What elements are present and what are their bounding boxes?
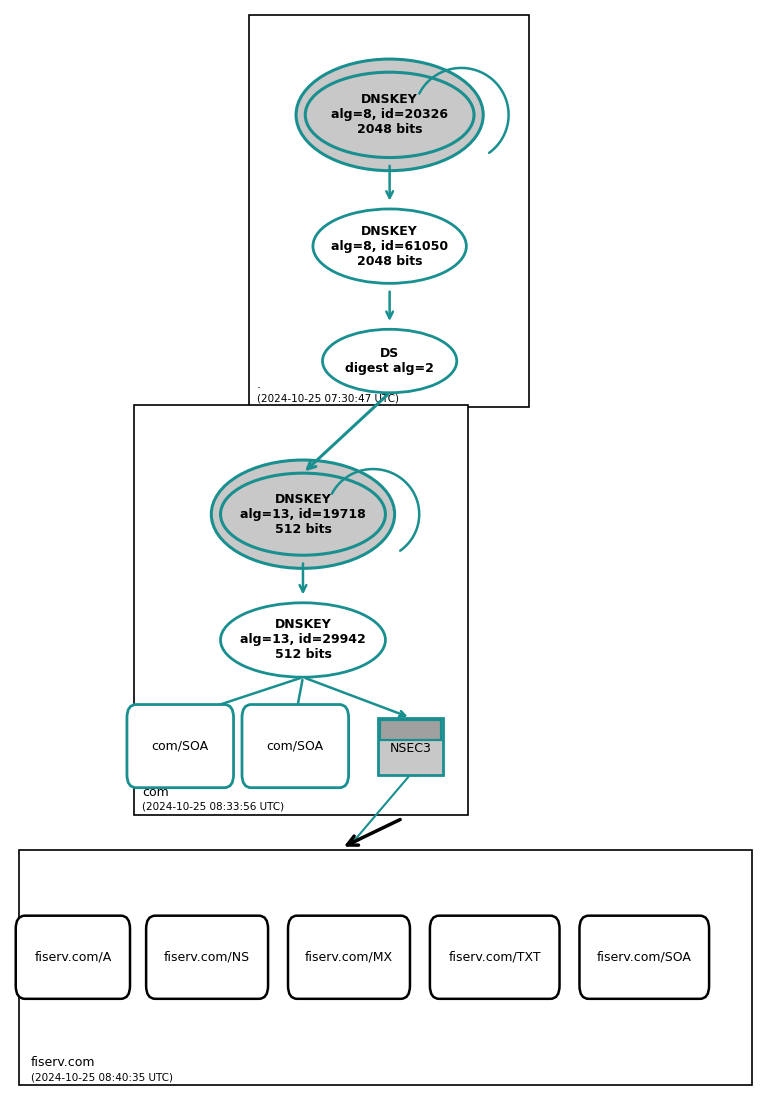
FancyBboxPatch shape: [430, 916, 560, 999]
Text: com: com: [142, 785, 169, 799]
FancyBboxPatch shape: [242, 705, 348, 788]
FancyBboxPatch shape: [19, 850, 752, 1085]
Text: fiserv.com/NS: fiserv.com/NS: [164, 951, 250, 964]
Text: DNSKEY
alg=13, id=19718
512 bits: DNSKEY alg=13, id=19718 512 bits: [240, 492, 366, 536]
FancyBboxPatch shape: [127, 705, 233, 788]
FancyBboxPatch shape: [378, 718, 443, 775]
Text: (2024-10-25 07:30:47 UTC): (2024-10-25 07:30:47 UTC): [257, 394, 399, 404]
Text: com/SOA: com/SOA: [267, 740, 324, 753]
FancyBboxPatch shape: [249, 15, 529, 407]
Text: (2024-10-25 08:40:35 UTC): (2024-10-25 08:40:35 UTC): [31, 1072, 173, 1082]
Text: fiserv.com/MX: fiserv.com/MX: [305, 951, 393, 964]
Ellipse shape: [296, 59, 483, 171]
Ellipse shape: [212, 459, 395, 569]
Text: fiserv.com/TXT: fiserv.com/TXT: [449, 951, 541, 964]
Text: fiserv.com/A: fiserv.com/A: [35, 951, 111, 964]
Text: DNSKEY
alg=8, id=61050
2048 bits: DNSKEY alg=8, id=61050 2048 bits: [331, 224, 448, 268]
Text: fiserv.com: fiserv.com: [31, 1056, 95, 1069]
Text: DS
digest alg=2: DS digest alg=2: [345, 347, 434, 375]
Text: com/SOA: com/SOA: [152, 740, 209, 753]
Ellipse shape: [305, 72, 474, 158]
FancyBboxPatch shape: [580, 916, 709, 999]
FancyBboxPatch shape: [380, 720, 440, 740]
Ellipse shape: [221, 473, 386, 555]
Ellipse shape: [313, 209, 466, 283]
Text: (2024-10-25 08:33:56 UTC): (2024-10-25 08:33:56 UTC): [142, 802, 284, 812]
Text: DNSKEY
alg=8, id=20326
2048 bits: DNSKEY alg=8, id=20326 2048 bits: [331, 93, 448, 137]
FancyBboxPatch shape: [134, 405, 468, 815]
FancyBboxPatch shape: [146, 916, 268, 999]
FancyBboxPatch shape: [15, 916, 130, 999]
Text: NSEC3: NSEC3: [390, 742, 431, 755]
Ellipse shape: [322, 329, 457, 393]
Text: .: .: [257, 377, 261, 391]
Text: fiserv.com/SOA: fiserv.com/SOA: [597, 951, 692, 964]
Ellipse shape: [221, 603, 386, 677]
FancyBboxPatch shape: [288, 916, 410, 999]
Text: DNSKEY
alg=13, id=29942
512 bits: DNSKEY alg=13, id=29942 512 bits: [240, 618, 366, 662]
